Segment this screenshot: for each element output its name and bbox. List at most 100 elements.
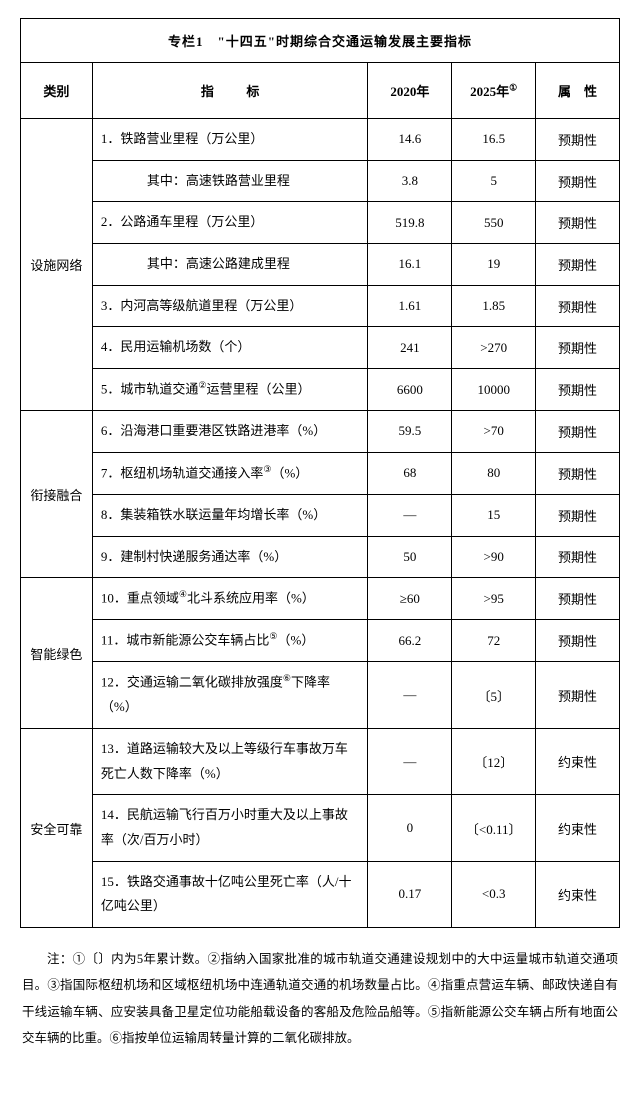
table-row: 15．铁路交通事故十亿吨公里死亡率（人/十亿吨公里） 0.17 <0.3 约束性 (21, 861, 620, 927)
indicator-pre: 7．枢纽机场轨道交通接入率 (101, 465, 264, 480)
indicator-cell: 5．城市轨道交通②运营里程（公里） (92, 369, 368, 411)
attribute-cell: 约束性 (536, 795, 620, 861)
table-row: 12．交通运输二氧化碳排放强度⑥下降率（%） — 〔5〕 预期性 (21, 662, 620, 729)
value-2025: 19 (452, 244, 536, 286)
attribute-cell: 约束性 (536, 861, 620, 927)
attribute-cell: 预期性 (536, 494, 620, 536)
value-2020: 66.2 (368, 620, 452, 662)
value-2025: 〔5〕 (452, 662, 536, 729)
table-row: 智能绿色 10．重点领域④北斗系统应用率（%） ≥60 >95 预期性 (21, 578, 620, 620)
indicator-cell: 1．铁路营业里程（万公里） (92, 119, 368, 161)
value-2020: 0.17 (368, 861, 452, 927)
indicator-sup: ④ (179, 589, 187, 599)
attribute-cell: 预期性 (536, 244, 620, 286)
attribute-cell: 预期性 (536, 411, 620, 453)
value-2025: 15 (452, 494, 536, 536)
table-row: 9．建制村快递服务通达率（%） 50 >90 预期性 (21, 536, 620, 578)
indicator-post: （%） (271, 465, 308, 480)
indicator-cell: 6．沿海港口重要港区铁路进港率（%） (92, 411, 368, 453)
value-2025: >70 (452, 411, 536, 453)
indicator-pre: 5．城市轨道交通 (101, 381, 199, 396)
indicator-post: （%） (277, 633, 314, 648)
value-2020: 59.5 (368, 411, 452, 453)
indicator-cell: 3．内河高等级航道里程（万公里） (92, 285, 368, 327)
attribute-cell: 预期性 (536, 452, 620, 494)
table-row: 其中：高速铁路营业里程 3.8 5 预期性 (21, 160, 620, 202)
value-2020: 50 (368, 536, 452, 578)
footnote: 注：①〔〕内为5年累计数。②指纳入国家批准的城市轨道交通建设规划中的大中运量城市… (20, 946, 620, 1051)
header-indicator: 指 标 (92, 63, 368, 119)
indicator-post: 运营里程（公里） (206, 381, 310, 396)
header-2025-text: 2025年 (470, 84, 509, 99)
attribute-cell: 约束性 (536, 728, 620, 794)
value-2025: >95 (452, 578, 536, 620)
table-row: 2．公路通车里程（万公里） 519.8 550 预期性 (21, 202, 620, 244)
header-2025: 2025年① (452, 63, 536, 119)
table-row: 3．内河高等级航道里程（万公里） 1.61 1.85 预期性 (21, 285, 620, 327)
value-2025: 〔12〕 (452, 728, 536, 794)
value-2025: >270 (452, 327, 536, 369)
attribute-cell: 预期性 (536, 369, 620, 411)
value-2025: >90 (452, 536, 536, 578)
category-cell: 智能绿色 (21, 578, 93, 729)
indicator-cell: 2．公路通车里程（万公里） (92, 202, 368, 244)
attribute-cell: 预期性 (536, 536, 620, 578)
header-indicator-b: 标 (246, 84, 259, 99)
indicator-cell: 8．集装箱铁水联运量年均增长率（%） (92, 494, 368, 536)
table-row: 4．民用运输机场数（个） 241 >270 预期性 (21, 327, 620, 369)
attribute-cell: 预期性 (536, 578, 620, 620)
value-2020: 68 (368, 452, 452, 494)
header-attribute: 属 性 (536, 63, 620, 119)
indicator-pre: 12．交通运输二氧化碳排放强度 (101, 675, 283, 690)
indicator-cell: 其中：高速铁路营业里程 (92, 160, 368, 202)
indicator-pre: 11．城市新能源公交车辆占比 (101, 633, 270, 648)
header-row: 类别 指 标 2020年 2025年① 属 性 (21, 63, 620, 119)
category-cell: 衔接融合 (21, 411, 93, 578)
header-indicator-a: 指 (201, 84, 214, 99)
indicator-pre: 10．重点领域 (101, 591, 179, 606)
value-2020: 14.6 (368, 119, 452, 161)
value-2025: 80 (452, 452, 536, 494)
indicator-cell: 其中：高速公路建成里程 (92, 244, 368, 286)
table-row: 8．集装箱铁水联运量年均增长率（%） — 15 预期性 (21, 494, 620, 536)
attribute-cell: 预期性 (536, 327, 620, 369)
header-2020: 2020年 (368, 63, 452, 119)
indicator-cell: 7．枢纽机场轨道交通接入率③（%） (92, 452, 368, 494)
value-2020: 3.8 (368, 160, 452, 202)
attribute-cell: 预期性 (536, 662, 620, 729)
table-row: 14．民航运输飞行百万小时重大及以上事故率（次/百万小时） 0 〔<0.11〕 … (21, 795, 620, 861)
value-2020: — (368, 728, 452, 794)
value-2025: 〔<0.11〕 (452, 795, 536, 861)
value-2025: 1.85 (452, 285, 536, 327)
value-2020: 16.1 (368, 244, 452, 286)
table-row: 安全可靠 13．道路运输较大及以上等级行车事故万车死亡人数下降率（%） — 〔1… (21, 728, 620, 794)
value-2025: <0.3 (452, 861, 536, 927)
indicator-cell: 15．铁路交通事故十亿吨公里死亡率（人/十亿吨公里） (92, 861, 368, 927)
table-row: 5．城市轨道交通②运营里程（公里） 6600 10000 预期性 (21, 369, 620, 411)
category-cell: 安全可靠 (21, 728, 93, 927)
attribute-cell: 预期性 (536, 160, 620, 202)
attribute-cell: 预期性 (536, 202, 620, 244)
indicator-cell: 11．城市新能源公交车辆占比⑤（%） (92, 620, 368, 662)
indicator-cell: 4．民用运输机场数（个） (92, 327, 368, 369)
indicator-post: 北斗系统应用率（%） (187, 591, 315, 606)
header-2025-sup: ① (509, 83, 517, 93)
value-2020: — (368, 494, 452, 536)
table-row: 7．枢纽机场轨道交通接入率③（%） 68 80 预期性 (21, 452, 620, 494)
value-2020: ≥60 (368, 578, 452, 620)
indicators-table: 专栏1 "十四五"时期综合交通运输发展主要指标 类别 指 标 2020年 202… (20, 18, 620, 928)
value-2025: 72 (452, 620, 536, 662)
value-2025: 550 (452, 202, 536, 244)
attribute-cell: 预期性 (536, 620, 620, 662)
table-row: 衔接融合 6．沿海港口重要港区铁路进港率（%） 59.5 >70 预期性 (21, 411, 620, 453)
title-row: 专栏1 "十四五"时期综合交通运输发展主要指标 (21, 19, 620, 63)
table-row: 设施网络 1．铁路营业里程（万公里） 14.6 16.5 预期性 (21, 119, 620, 161)
value-2020: 0 (368, 795, 452, 861)
indicator-cell: 13．道路运输较大及以上等级行车事故万车死亡人数下降率（%） (92, 728, 368, 794)
indicator-sup: ⑥ (283, 673, 291, 683)
indicator-cell: 10．重点领域④北斗系统应用率（%） (92, 578, 368, 620)
attribute-cell: 预期性 (536, 119, 620, 161)
value-2025: 16.5 (452, 119, 536, 161)
value-2025: 10000 (452, 369, 536, 411)
value-2020: 1.61 (368, 285, 452, 327)
